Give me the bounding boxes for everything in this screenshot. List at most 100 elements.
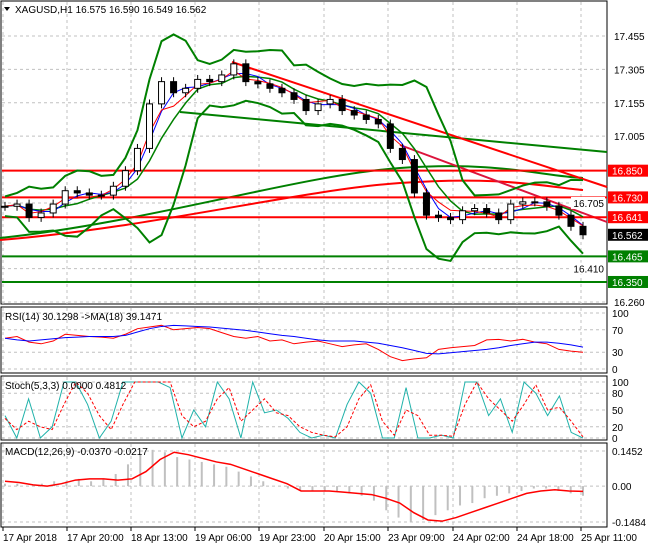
rsi-line (4, 324, 584, 362)
x-tick-label: 18 Apr 13:00 (131, 533, 188, 544)
price-tick-label: 16.705 (573, 199, 604, 210)
candle-body (471, 208, 479, 212)
level-tag (608, 164, 648, 177)
indicator-tick-label: 30 (612, 348, 624, 359)
stoch-title: Stoch(5,3,3) 0.0000 0.4812 (5, 381, 127, 392)
rsi-title: RSI(14) 30.1298 ->MA(18) 39.1471 (5, 312, 162, 323)
candle-body (350, 110, 358, 116)
indicator-tick-label: 0.1452 (612, 447, 643, 458)
stoch-panel (0, 375, 608, 441)
price-tick-label: 16.410 (573, 265, 604, 276)
candle-body (133, 147, 141, 172)
candle-body (362, 114, 370, 120)
candle-body (435, 214, 442, 218)
candle-body (242, 63, 250, 83)
candle-body (290, 92, 298, 100)
candle-body (314, 103, 322, 112)
candle-body (49, 203, 57, 214)
indicator-tick-label: 80 (612, 389, 624, 400)
macd-signal-line (4, 451, 584, 522)
axes: 17 Apr 2018 17 Apr 20:00 18 Apr 13:00 19 Ap… (2, 32, 646, 544)
level-tag-label: 16.465 (612, 252, 643, 263)
indicator-tick-label: 0 (612, 434, 618, 445)
candle-body (447, 216, 455, 221)
candle-body (97, 194, 105, 197)
candle-body (1, 205, 9, 208)
candle-body (410, 159, 418, 194)
x-tick-label: 23 Apr 09:00 (388, 533, 445, 544)
grid (2, 2, 606, 526)
indicator-tick-label: 100 (612, 309, 629, 320)
dropdown-triangle-icon[interactable] (4, 7, 10, 11)
candle-body (398, 147, 406, 161)
candle-body (170, 81, 178, 94)
crimson-trendline (399, 144, 608, 223)
rsi-panel (0, 306, 608, 374)
candle-body (579, 225, 587, 236)
indicator-tick-label: 100 (612, 378, 629, 389)
candle-body (555, 205, 563, 216)
x-tick-label: 19 Apr 06:00 (195, 533, 252, 544)
candle-body (218, 74, 226, 83)
candle-body (386, 123, 394, 149)
candle-body (302, 98, 310, 112)
price-tick-label: 17.455 (614, 32, 645, 43)
level-tag (608, 228, 648, 241)
level-tag-label: 16.562 (612, 231, 643, 242)
x-tick-label: 19 Apr 23:00 (259, 533, 316, 544)
candle-body (254, 81, 262, 85)
x-tick-label: 25 Apr 11:00 (581, 533, 637, 544)
level-tag-label: 16.350 (612, 278, 643, 289)
candle-body (25, 203, 33, 218)
price-tick-label-bg (571, 196, 605, 209)
candle-body (495, 212, 503, 221)
x-tick-label: 24 Apr 02:00 (453, 533, 510, 544)
candle-body (121, 170, 129, 187)
price-panel (0, 0, 608, 305)
price-tick-label: 17.155 (614, 99, 645, 110)
level-tag-label: 16.850 (612, 167, 643, 178)
price-tick-label: 17.005 (614, 132, 645, 143)
level-tag (608, 211, 648, 224)
candle-body (194, 78, 202, 89)
candle-body (483, 208, 491, 214)
candle-body (230, 63, 238, 76)
indicator-tick-label: 20 (612, 423, 624, 434)
level-tag-label: 16.730 (612, 193, 643, 204)
candle-body (567, 214, 575, 227)
candle-body (507, 203, 515, 221)
x-tick-label: 24 Apr 18:00 (517, 533, 574, 544)
candle-body (543, 201, 551, 207)
level-tag (608, 275, 648, 288)
candle-body (206, 78, 214, 83)
candle-body (459, 210, 467, 221)
candle-body (278, 87, 286, 94)
indicator-tick-label: 70 (612, 326, 624, 337)
red-trendline (231, 61, 608, 188)
level-tag-label: 16.641 (612, 213, 643, 224)
symbol-label: XAGUSD,H1 16.575 16.590 16.549 16.562 (15, 5, 207, 16)
price-tick-label-bg (571, 262, 605, 275)
candle-body (37, 212, 45, 218)
bollinger-bands (4, 33, 584, 263)
indicator-tick-label: -0.1484 (612, 518, 646, 529)
candles (1, 59, 587, 240)
candle-body (422, 192, 430, 216)
candle-body (182, 87, 190, 94)
candle-body (338, 98, 346, 112)
candle-body (531, 201, 539, 204)
stoch-line (4, 380, 584, 440)
indicator-tick-label: 50 (612, 406, 624, 417)
candle-body (109, 185, 117, 196)
bollinger-upper (4, 33, 584, 198)
candle-body (374, 118, 382, 125)
ma-green-curve (0, 165, 584, 239)
price-tick-label: 17.305 (614, 65, 645, 76)
rsi-line (4, 324, 584, 355)
indicator-tick-label: 0.00 (612, 482, 632, 493)
level-tag (608, 191, 648, 204)
candle-body (519, 201, 527, 205)
candle-body (73, 190, 81, 194)
